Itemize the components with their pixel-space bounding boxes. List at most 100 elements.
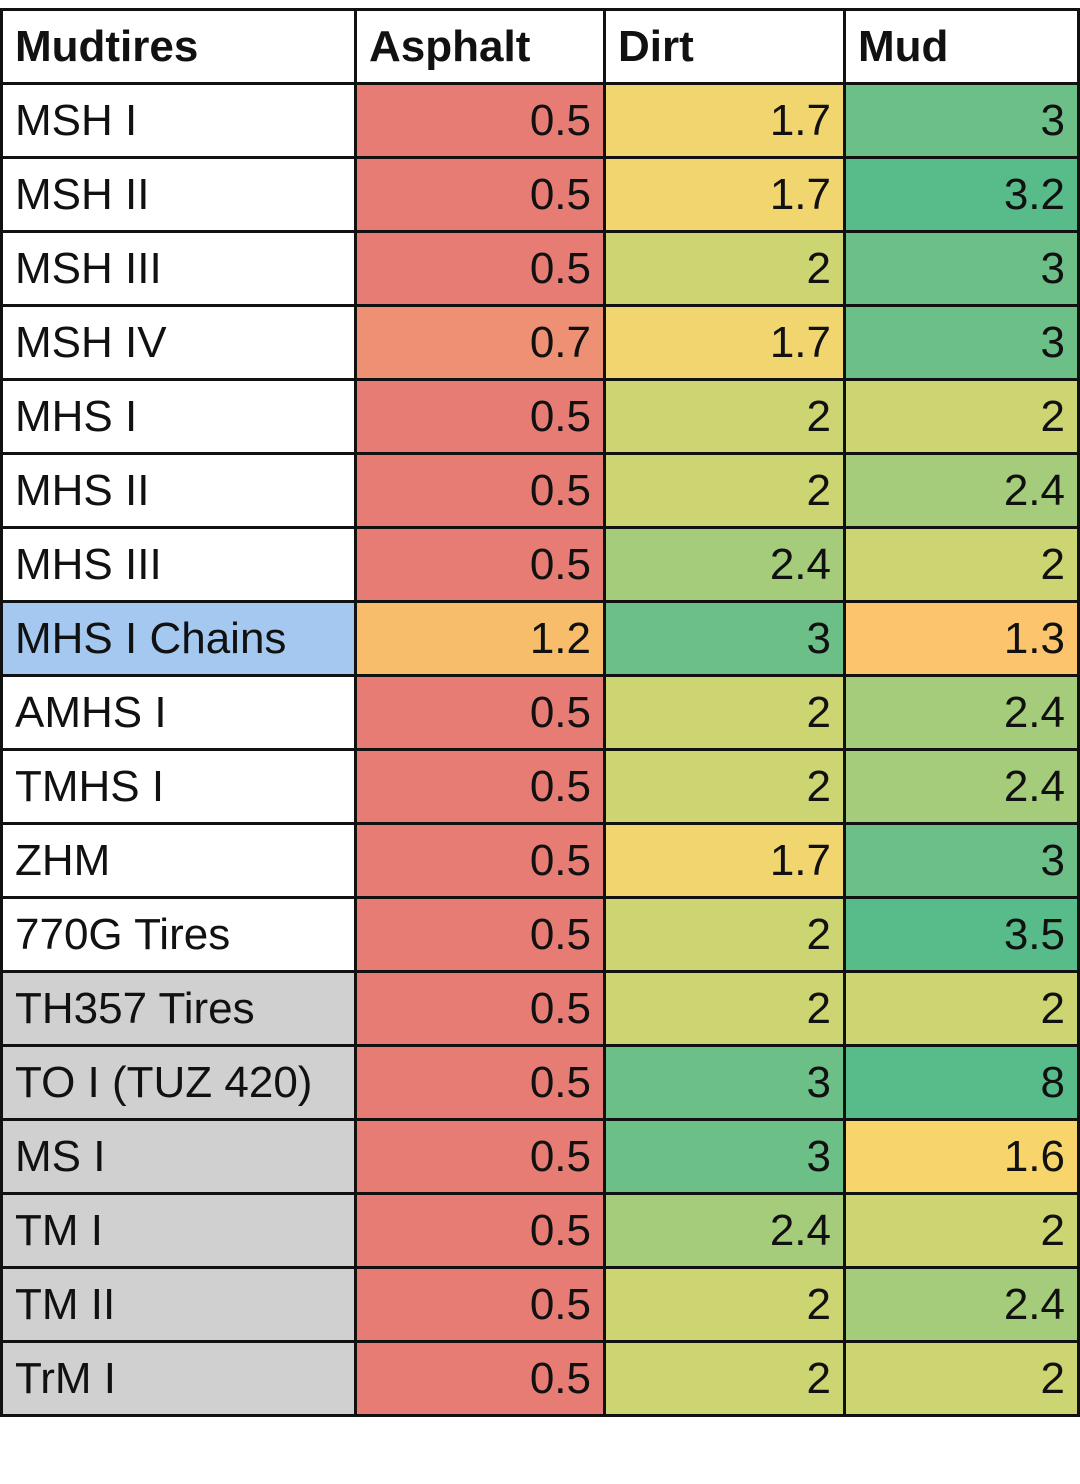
traction-value: 2 bbox=[603, 1266, 846, 1343]
traction-value: 2 bbox=[603, 1340, 846, 1417]
traction-value: 1.7 bbox=[603, 156, 846, 233]
traction-value: 3 bbox=[843, 822, 1080, 899]
traction-value: 1.2 bbox=[354, 600, 606, 677]
traction-value: 0.5 bbox=[354, 230, 606, 307]
traction-value: 2.4 bbox=[603, 1192, 846, 1269]
traction-value: 3 bbox=[843, 304, 1080, 381]
table-row: TO I (TUZ 420) 0.5 3 8 bbox=[0, 1044, 1080, 1121]
table-row: MSH III 0.5 2 3 bbox=[0, 230, 1080, 307]
table-row: TM I 0.5 2.4 2 bbox=[0, 1192, 1080, 1269]
tire-name: TM II bbox=[0, 1266, 357, 1343]
traction-value: 0.5 bbox=[354, 896, 606, 973]
tire-name: TrM I bbox=[0, 1340, 357, 1417]
table-row: MHS I 0.5 2 2 bbox=[0, 378, 1080, 455]
traction-value: 2 bbox=[843, 970, 1080, 1047]
traction-value: 1.6 bbox=[843, 1118, 1080, 1195]
tire-name: TH357 Tires bbox=[0, 970, 357, 1047]
tire-name: TO I (TUZ 420) bbox=[0, 1044, 357, 1121]
traction-value: 0.5 bbox=[354, 822, 606, 899]
table-row: TrM I 0.5 2 2 bbox=[0, 1340, 1080, 1417]
table-row: AMHS I 0.5 2 2.4 bbox=[0, 674, 1080, 751]
traction-value: 2 bbox=[843, 1340, 1080, 1417]
header-cell: Dirt bbox=[603, 8, 846, 85]
traction-value: 1.7 bbox=[603, 304, 846, 381]
traction-value: 2 bbox=[603, 230, 846, 307]
tire-table: Mudtires Asphalt Dirt Mud MSH I 0.5 1.7 3 MS… bbox=[0, 8, 1080, 1417]
table-header: Mudtires Asphalt Dirt Mud bbox=[0, 8, 1080, 85]
traction-value: 0.5 bbox=[354, 452, 606, 529]
table-row: MHS I Chains 1.2 3 1.3 bbox=[0, 600, 1080, 677]
tire-name: MSH III bbox=[0, 230, 357, 307]
header-row: Mudtires Asphalt Dirt Mud bbox=[0, 8, 1080, 85]
header-cell: Mudtires bbox=[0, 8, 357, 85]
body: Mudtires Asphalt Dirt Mud MSH I 0.5 1.7 3 MS… bbox=[0, 8, 1080, 1484]
table-row: ZHM 0.5 1.7 3 bbox=[0, 822, 1080, 899]
tire-name: ZHM bbox=[0, 822, 357, 899]
tire-name: AMHS I bbox=[0, 674, 357, 751]
traction-value: 2.4 bbox=[603, 526, 846, 603]
traction-value: 2 bbox=[603, 452, 846, 529]
tire-name: TM I bbox=[0, 1192, 357, 1269]
traction-value: 1.7 bbox=[603, 822, 846, 899]
traction-value: 2 bbox=[603, 970, 846, 1047]
traction-value: 3 bbox=[843, 82, 1080, 159]
tire-name: TMHS I bbox=[0, 748, 357, 825]
tire-name: MSH II bbox=[0, 156, 357, 233]
traction-value: 0.5 bbox=[354, 970, 606, 1047]
traction-value: 2 bbox=[603, 674, 846, 751]
traction-value: 0.5 bbox=[354, 1192, 606, 1269]
table-row: MHS III 0.5 2.4 2 bbox=[0, 526, 1080, 603]
tire-name: MSH I bbox=[0, 82, 357, 159]
table-row: MHS II 0.5 2 2.4 bbox=[0, 452, 1080, 529]
header-cell: Mud bbox=[843, 8, 1080, 85]
table-row: 770G Tires 0.5 2 3.5 bbox=[0, 896, 1080, 973]
table-row: MSH I 0.5 1.7 3 bbox=[0, 82, 1080, 159]
traction-value: 0.5 bbox=[354, 1118, 606, 1195]
header-cell: Asphalt bbox=[354, 8, 606, 85]
traction-value: 0.7 bbox=[354, 304, 606, 381]
traction-value: 0.5 bbox=[354, 1340, 606, 1417]
traction-value: 0.5 bbox=[354, 82, 606, 159]
traction-value: 1.7 bbox=[603, 82, 846, 159]
traction-value: 8 bbox=[843, 1044, 1080, 1121]
traction-value: 3 bbox=[603, 600, 846, 677]
tire-name: MSH IV bbox=[0, 304, 357, 381]
traction-value: 3 bbox=[843, 230, 1080, 307]
table-row: TM II 0.5 2 2.4 bbox=[0, 1266, 1080, 1343]
traction-value: 2 bbox=[603, 748, 846, 825]
traction-value: 3.5 bbox=[843, 896, 1080, 973]
table-row: MSH IV 0.7 1.7 3 bbox=[0, 304, 1080, 381]
traction-value: 2 bbox=[843, 526, 1080, 603]
traction-value: 2 bbox=[603, 896, 846, 973]
table-row: TMHS I 0.5 2 2.4 bbox=[0, 748, 1080, 825]
tire-name: MS I bbox=[0, 1118, 357, 1195]
traction-value: 1.3 bbox=[843, 600, 1080, 677]
traction-value: 3 bbox=[603, 1044, 846, 1121]
tire-name: MHS I bbox=[0, 378, 357, 455]
traction-value: 3.2 bbox=[843, 156, 1080, 233]
table-row: MSH II 0.5 1.7 3.2 bbox=[0, 156, 1080, 233]
tire-name: MHS II bbox=[0, 452, 357, 529]
table-row: MS I 0.5 3 1.6 bbox=[0, 1118, 1080, 1195]
traction-value: 2 bbox=[843, 1192, 1080, 1269]
traction-value: 0.5 bbox=[354, 526, 606, 603]
traction-value: 0.5 bbox=[354, 1044, 606, 1121]
traction-value: 2.4 bbox=[843, 748, 1080, 825]
tire-name: 770G Tires bbox=[0, 896, 357, 973]
traction-value: 2.4 bbox=[843, 452, 1080, 529]
table-body: MSH I 0.5 1.7 3 MSH II 0.5 1.7 3.2 MSH III 0.5 2 3 M… bbox=[0, 82, 1080, 1417]
table-row: TH357 Tires 0.5 2 2 bbox=[0, 970, 1080, 1047]
tire-name: MHS III bbox=[0, 526, 357, 603]
tire-name: MHS I Chains bbox=[0, 600, 357, 677]
traction-value: 2 bbox=[603, 378, 846, 455]
traction-value: 0.5 bbox=[354, 1266, 606, 1343]
traction-value: 3 bbox=[603, 1118, 846, 1195]
traction-value: 0.5 bbox=[354, 748, 606, 825]
traction-value: 0.5 bbox=[354, 378, 606, 455]
traction-value: 2.4 bbox=[843, 1266, 1080, 1343]
traction-value: 2.4 bbox=[843, 674, 1080, 751]
traction-value: 0.5 bbox=[354, 674, 606, 751]
traction-value: 0.5 bbox=[354, 156, 606, 233]
traction-value: 2 bbox=[843, 378, 1080, 455]
